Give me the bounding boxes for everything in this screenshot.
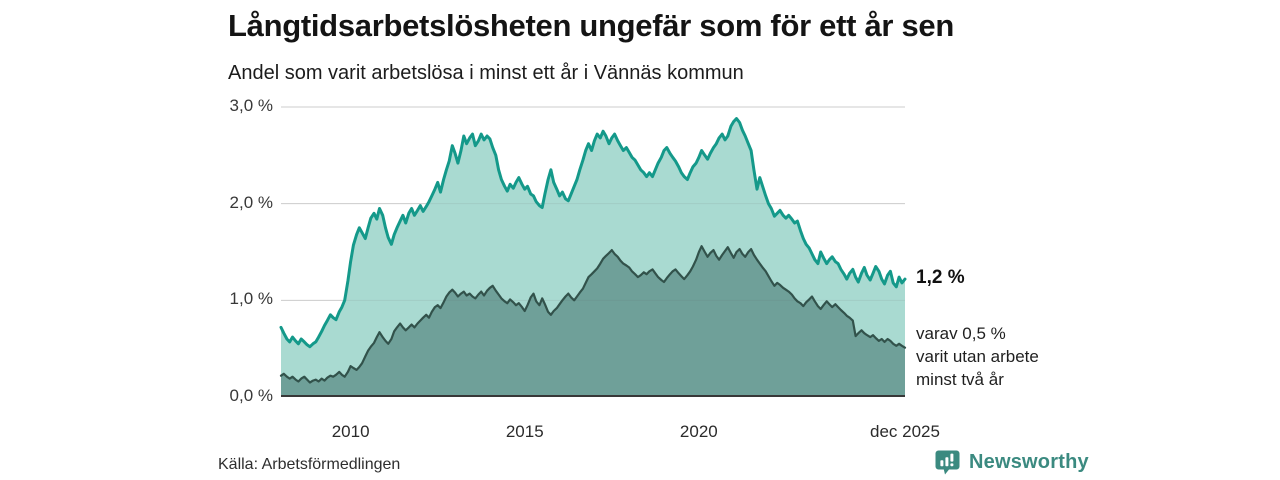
annotation-line: varav 0,5 % [916,324,1006,343]
series-line-1 [279,117,907,349]
annotation-line: varit utan arbete [916,347,1039,366]
y-axis-label: 0,0 % [229,386,273,405]
x-axis-label: 2015 [505,422,544,441]
chart-subtitle: Andel som varit arbetslösa i minst ett å… [228,62,744,84]
plot-svg [279,106,907,397]
x-axis-label: 2020 [679,422,718,441]
source-label: Källa: Arbetsförmedlingen [218,456,401,473]
y-axis-label: 2,0 % [229,192,273,212]
series-area-2 [281,246,905,397]
series-line-2 [279,245,907,384]
y-axis-label: 1,0 % [229,289,273,309]
newsworthy-logo[interactable]: Newsworthy [934,449,1089,476]
newsworthy-logo-text: Newsworthy [969,451,1089,473]
secondary-annotation: varav 0,5 % varit utan arbete minst två … [916,322,1039,391]
x-axis-label: 2010 [331,422,370,441]
area-chart [279,106,907,397]
end-value-label: 1,2 % [916,267,965,288]
y-axis-label: 3,0 % [229,96,273,115]
page-title: Långtidsarbetslösheten ungefär som för e… [228,8,955,43]
x-axis-label: dec 2025 [870,422,940,441]
newsworthy-logo-icon [934,449,961,476]
annotation-line: minst två år [916,370,1004,389]
